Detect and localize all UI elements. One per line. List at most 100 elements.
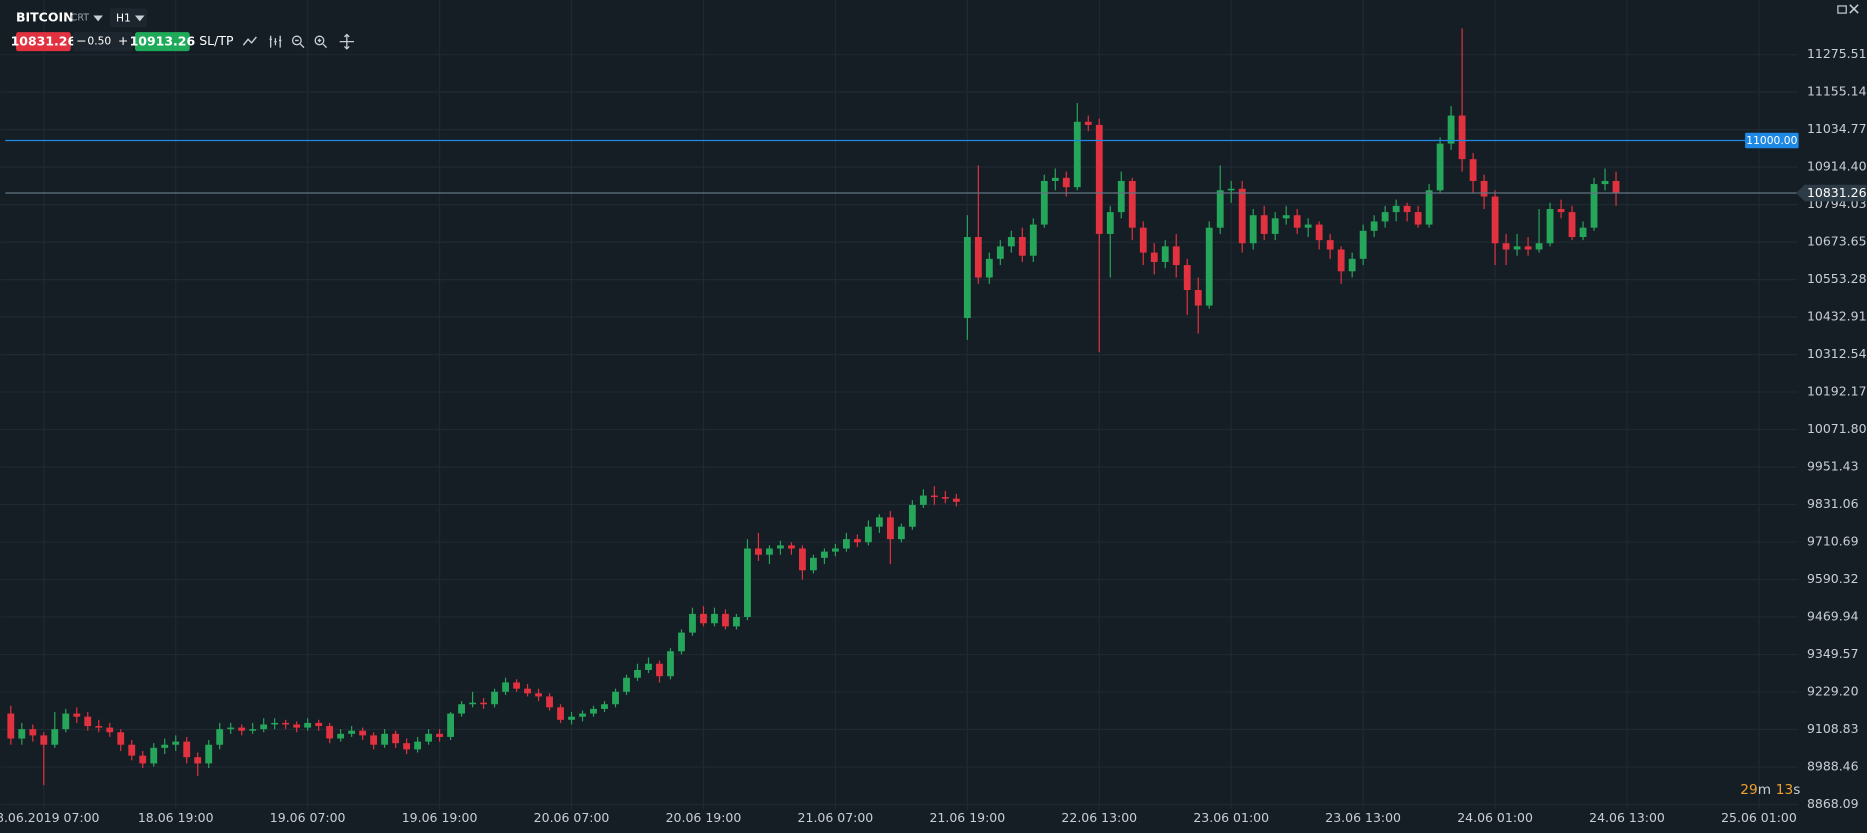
y-tick-label: 9710.69 (1807, 534, 1859, 549)
candle-body (1095, 124, 1103, 234)
candle-body (1084, 121, 1092, 125)
candle-timer: 29m 13s (1740, 782, 1800, 798)
candle-icon[interactable] (269, 35, 282, 48)
candle-body (1425, 190, 1433, 225)
candle-body (755, 548, 762, 555)
candle-body (469, 702, 476, 705)
x-tick-label: 21.06 19:00 (929, 810, 1005, 825)
level-label: 11000.00 (1746, 134, 1797, 147)
zoom-in-icon[interactable] (314, 35, 325, 46)
candle-body (1535, 243, 1543, 250)
candle-body (249, 729, 257, 731)
timer-seconds-unit: s (1793, 782, 1800, 798)
zoom-out-icon[interactable] (291, 35, 302, 46)
candle-body (1601, 180, 1609, 185)
candle-body (1447, 115, 1455, 144)
candle-body (1040, 180, 1048, 225)
candle-body (678, 632, 685, 652)
volume-box (73, 32, 133, 52)
candle-body (612, 691, 619, 705)
candle-body (1524, 246, 1532, 250)
candle-body (546, 696, 553, 708)
x-tick-label: 24.06 01:00 (1457, 810, 1533, 825)
candle-body (1117, 180, 1125, 213)
candle-body (1150, 252, 1158, 262)
candle-body (425, 733, 433, 742)
candle-body (535, 693, 542, 697)
candle-body (1018, 237, 1026, 256)
candle-body (194, 757, 202, 764)
candle-body (1337, 249, 1345, 272)
candle-body (227, 727, 235, 730)
candle-body (117, 732, 125, 745)
price-label-box (1796, 184, 1867, 202)
candle-body (172, 741, 180, 745)
dropdown-arrow[interactable] (135, 15, 145, 22)
candle-body (1260, 215, 1268, 234)
candle-body (150, 747, 158, 764)
candle-body (480, 702, 487, 705)
candle-body (1161, 246, 1169, 262)
candle-body (1513, 246, 1521, 250)
candle-body (51, 729, 59, 745)
timeframe-box[interactable] (110, 8, 147, 28)
candle-body (1414, 212, 1422, 225)
timeframe[interactable]: H1 (116, 11, 131, 24)
candle-body (557, 707, 564, 720)
candle-body (1359, 230, 1367, 259)
candle-body (271, 722, 279, 725)
candle-body (513, 682, 520, 689)
crosshair-icon[interactable] (339, 33, 354, 50)
y-tick-label: 8868.09 (1807, 796, 1859, 811)
candle-body (722, 613, 729, 627)
candle-body (568, 716, 575, 720)
y-tick-label: 9349.57 (1807, 646, 1859, 661)
candle-body (1458, 115, 1466, 160)
y-tick-label: 10432.91 (1807, 309, 1867, 324)
x-tick-label: 19.06 07:00 (270, 810, 346, 825)
candle-body (260, 724, 268, 730)
x-tick-label: 22.06 13:00 (1061, 810, 1137, 825)
zoom-out-icon[interactable] (295, 39, 305, 49)
buy-button[interactable] (135, 32, 190, 52)
candle-body (62, 713, 70, 730)
window-button[interactable] (1837, 5, 1847, 14)
zoom-in-icon[interactable] (317, 38, 328, 49)
candle-body (1183, 265, 1191, 290)
account[interactable]: CRT (71, 12, 90, 23)
sltp-button[interactable]: SL/TP (199, 33, 234, 48)
y-tick-label: 9951.43 (1807, 459, 1859, 474)
y-tick-label: 11034.77 (1807, 121, 1867, 136)
candle-body (788, 545, 795, 549)
candle-body (1557, 208, 1565, 213)
sell-price[interactable]: 10831.26 (11, 34, 77, 49)
volume[interactable]: 0.50 (87, 35, 111, 48)
candle-body (1370, 221, 1378, 231)
candle-body (1469, 159, 1477, 181)
dropdown-arrow[interactable] (93, 15, 103, 22)
close-button[interactable] (1849, 4, 1859, 14)
candle-body (1249, 215, 1257, 244)
candle-body (930, 495, 938, 498)
y-tick-label: 8988.46 (1807, 759, 1859, 774)
candle-body (842, 539, 850, 549)
candle-body (1007, 237, 1015, 247)
buy-price[interactable]: 10913.26 (130, 34, 196, 49)
x-tick-label: 23.06 01:00 (1193, 810, 1269, 825)
sell-button[interactable] (16, 32, 71, 52)
symbol: BITCOIN (16, 9, 74, 24)
candle-body (733, 617, 740, 627)
volume-plus[interactable]: + (118, 33, 128, 48)
candle-body (799, 548, 806, 571)
volume-minus[interactable]: − (76, 33, 86, 48)
candle-body (810, 557, 817, 571)
candle-body (348, 730, 356, 734)
candle-body (7, 713, 15, 739)
candle-body (941, 497, 949, 499)
candle-body (1293, 215, 1301, 228)
line-chart-icon[interactable] (242, 36, 257, 46)
timer-minutes-unit: m (1758, 782, 1771, 798)
candle-body (95, 726, 103, 728)
